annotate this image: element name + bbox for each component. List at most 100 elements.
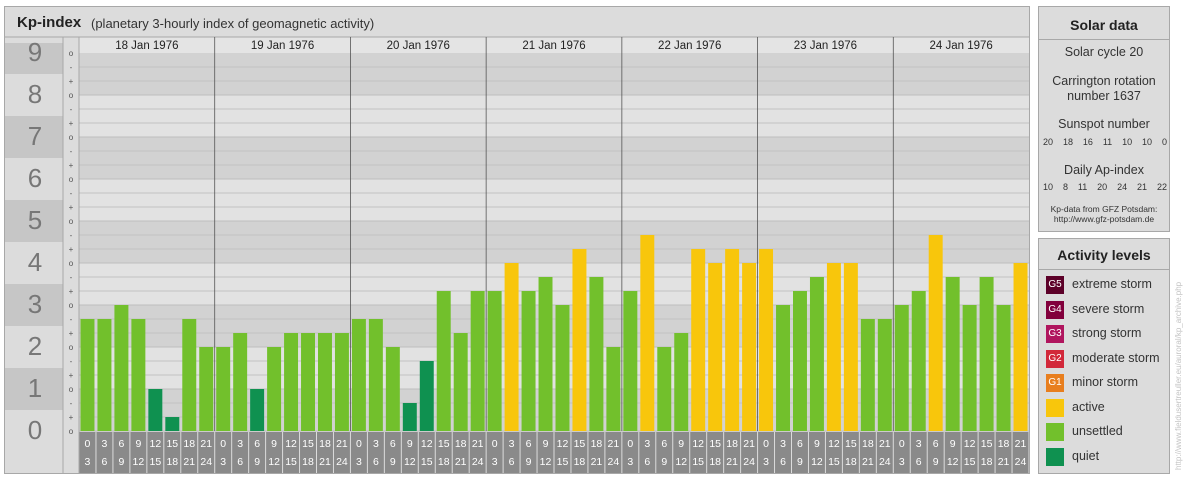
sunspot-value: 20 [1043, 137, 1054, 147]
divider [1039, 269, 1169, 270]
x-tick-end: 15 [828, 456, 840, 468]
sunspot-label: Sunspot number [1058, 117, 1150, 131]
x-tick-start: 12 [285, 438, 297, 450]
x-tick-start: 0 [492, 438, 498, 450]
kp-bar [979, 276, 994, 431]
x-tick-start: 21 [336, 438, 348, 450]
kp-bar [385, 347, 400, 431]
kp-bar [182, 318, 197, 431]
source-link[interactable]: http://www.gfz-potsdam.de [1053, 214, 1155, 224]
kp-bar [419, 360, 434, 431]
kp-bar [860, 318, 875, 431]
x-tick-end: 21 [183, 456, 195, 468]
watermark-url: http://www.fieldusertreuller.eu/auroral/… [1174, 281, 1183, 470]
legend-label: moderate storm [1072, 350, 1160, 365]
x-tick-start: 9 [814, 438, 820, 450]
y-band [5, 242, 63, 284]
legend-item: quiet [1046, 447, 1171, 467]
y-tick-label: 0 [28, 415, 42, 445]
x-tick-start: 3 [373, 438, 379, 450]
kp-bar [928, 234, 943, 431]
x-tick-end: 12 [540, 456, 552, 468]
x-tick-start: 15 [845, 438, 857, 450]
x-tick-start: 3 [237, 438, 243, 450]
y-band [5, 326, 63, 368]
x-tick-end: 15 [557, 456, 569, 468]
y-minor-tick: o [69, 49, 74, 58]
title-bar: Kp-index (planetary 3-hourly index of ge… [5, 7, 1029, 37]
x-label-cell [961, 432, 978, 473]
solar-cycle-label: Solar cycle 20 [1064, 45, 1144, 59]
x-label-cell [690, 432, 707, 473]
x-tick-end: 3 [899, 456, 905, 468]
x-tick-end: 9 [661, 456, 667, 468]
chart-subtitle: (planetary 3-hourly index of geomagnetic… [91, 16, 375, 31]
kp-bar [199, 347, 214, 431]
legend-item: active [1046, 398, 1171, 418]
x-label-cell [300, 432, 316, 473]
y-minor-tick: o [69, 175, 74, 184]
x-tick-end: 18 [302, 456, 314, 468]
x-label-cell [825, 432, 842, 473]
kp-bar [843, 263, 858, 431]
kp-bar [97, 318, 112, 431]
kp-bar [742, 263, 757, 431]
kp-bar [962, 305, 977, 431]
day-label: 24 Jan 1976 [929, 40, 992, 52]
x-tick-start: 0 [627, 438, 633, 450]
legend-swatch: G2 [1046, 349, 1064, 368]
x-tick-end: 24 [743, 456, 755, 468]
kp-bar [436, 291, 451, 431]
kp-bar [368, 318, 383, 431]
y-minor-tick: o [69, 427, 74, 436]
x-label-cell [283, 432, 300, 473]
x-tick-end: 21 [455, 456, 467, 468]
x-label-cell [588, 432, 605, 473]
x-tick-end: 21 [998, 456, 1010, 468]
x-tick-start: 6 [118, 438, 124, 450]
x-tick-end: 3 [85, 456, 91, 468]
y-minor-tick: o [69, 217, 74, 226]
x-label-cell [520, 432, 537, 473]
y-minor-tick: + [69, 119, 74, 128]
x-tick-end: 21 [862, 456, 874, 468]
x-tick-start: 12 [557, 438, 569, 450]
sunspot-values: 20 18 16 11 10 10 0 [1043, 137, 1167, 147]
x-tick-end: 12 [675, 456, 687, 468]
kp-bar [996, 305, 1011, 431]
kp-bar [351, 318, 366, 431]
x-tick-start: 6 [526, 438, 532, 450]
kp-bar [877, 318, 892, 431]
kp-bar [1013, 263, 1028, 431]
x-tick-end: 9 [526, 456, 532, 468]
kp-bar [691, 249, 706, 431]
x-label-cell [927, 432, 944, 473]
x-label-cell [554, 432, 571, 473]
x-label-cell [113, 432, 130, 473]
ap-index-label: Daily Ap-index [1064, 163, 1144, 177]
kp-bar [131, 318, 146, 431]
x-tick-start: 15 [574, 438, 586, 450]
x-tick-end: 24 [608, 456, 620, 468]
x-tick-start: 18 [591, 438, 603, 450]
x-label-cell [673, 432, 690, 473]
y-minor-tick: + [69, 329, 74, 338]
x-label-cell [707, 432, 724, 473]
y-band [5, 284, 63, 326]
y-minor-tick: - [70, 63, 73, 72]
x-tick-end: 18 [845, 456, 857, 468]
x-label-cell [266, 432, 283, 473]
activity-levels-panel: Activity levels G5 extreme storm G4 severe … [1038, 238, 1170, 474]
x-label-cell [656, 432, 673, 473]
x-tick-end: 18 [709, 456, 721, 468]
x-label-cell [978, 432, 995, 473]
y-tick-label: 2 [28, 331, 42, 361]
legend-label: strong storm [1072, 326, 1142, 340]
band-row [79, 53, 1029, 95]
legend-label: extreme storm [1072, 277, 1152, 291]
y-minor-tick: + [69, 413, 74, 422]
y-minor-tick: + [69, 203, 74, 212]
x-tick-start: 15 [709, 438, 721, 450]
y-minor-tick: - [70, 231, 73, 240]
x-tick-end: 6 [102, 456, 108, 468]
